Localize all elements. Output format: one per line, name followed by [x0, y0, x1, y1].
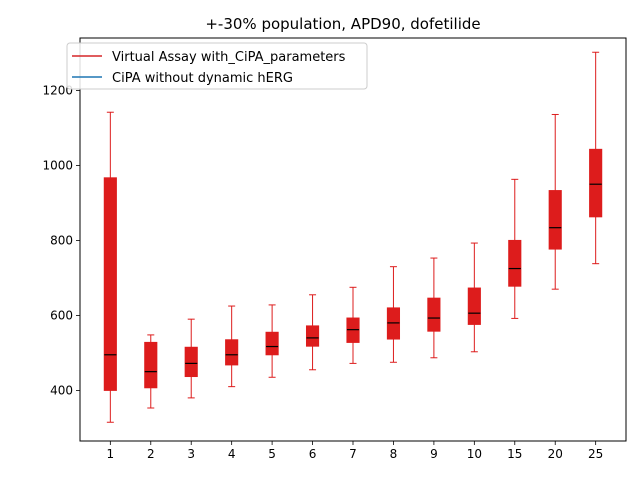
box-iqr — [508, 239, 522, 287]
box-iqr — [427, 297, 441, 332]
box-iqr — [184, 346, 198, 378]
axes: 1 2 3 4 5 6 7 8 9 10 15 20 25 400 600 800 1000 1200 — [42, 37, 627, 461]
x-tick-label: 15 — [507, 447, 522, 461]
box-group-10 — [467, 242, 481, 353]
box-group-15 — [508, 178, 522, 319]
box-group-9 — [427, 257, 441, 359]
axes-frame — [79, 37, 627, 442]
x-tick-label: 20 — [548, 447, 563, 461]
box-group-20 — [548, 113, 562, 290]
x-tick-label: 3 — [187, 447, 195, 461]
y-tick-label: 400 — [50, 383, 73, 397]
box-group-1 — [103, 111, 117, 423]
box-group-4 — [225, 305, 239, 388]
legend: Virtual Assay with_CiPA_parameters CiPA … — [66, 42, 368, 90]
box-iqr — [103, 177, 117, 391]
box-iqr — [144, 341, 158, 389]
x-tick-label: 25 — [588, 447, 603, 461]
x-tick-label: 1 — [107, 447, 115, 461]
box-group-7 — [346, 286, 360, 364]
x-tick-label: 6 — [309, 447, 317, 461]
box-group-8 — [386, 266, 401, 363]
plot-area — [103, 51, 603, 423]
y-tick-label: 1200 — [42, 83, 73, 97]
y-tick-label: 600 — [50, 308, 73, 322]
x-tick-label: 7 — [349, 447, 357, 461]
y-tick-label: 800 — [50, 233, 73, 247]
x-tick-label: 10 — [467, 447, 482, 461]
box-iqr — [548, 190, 562, 250]
x-tick-label: 8 — [390, 447, 398, 461]
box-group-6 — [305, 294, 320, 371]
box-group-3 — [184, 318, 198, 399]
box-group-25 — [589, 51, 603, 265]
box-iqr — [589, 148, 603, 218]
box-iqr — [467, 287, 481, 325]
box-iqr — [265, 331, 279, 356]
box-iqr — [225, 339, 239, 366]
x-tick-label: 2 — [147, 447, 155, 461]
chart-title: +-30% population, APD90, dofetilide — [205, 15, 480, 33]
legend-label-cipa: CiPA without dynamic hERG — [112, 71, 293, 86]
y-tick-label: 1000 — [42, 158, 73, 172]
box-iqr — [305, 325, 320, 347]
x-tick-label: 9 — [430, 447, 438, 461]
x-tick-label: 4 — [228, 447, 236, 461]
legend-frame — [66, 42, 368, 90]
legend-label-virtual-assay: Virtual Assay with_CiPA_parameters — [112, 50, 346, 65]
box-group-5 — [265, 304, 279, 378]
box-group-2 — [144, 334, 158, 409]
x-tick-label: 5 — [268, 447, 276, 461]
